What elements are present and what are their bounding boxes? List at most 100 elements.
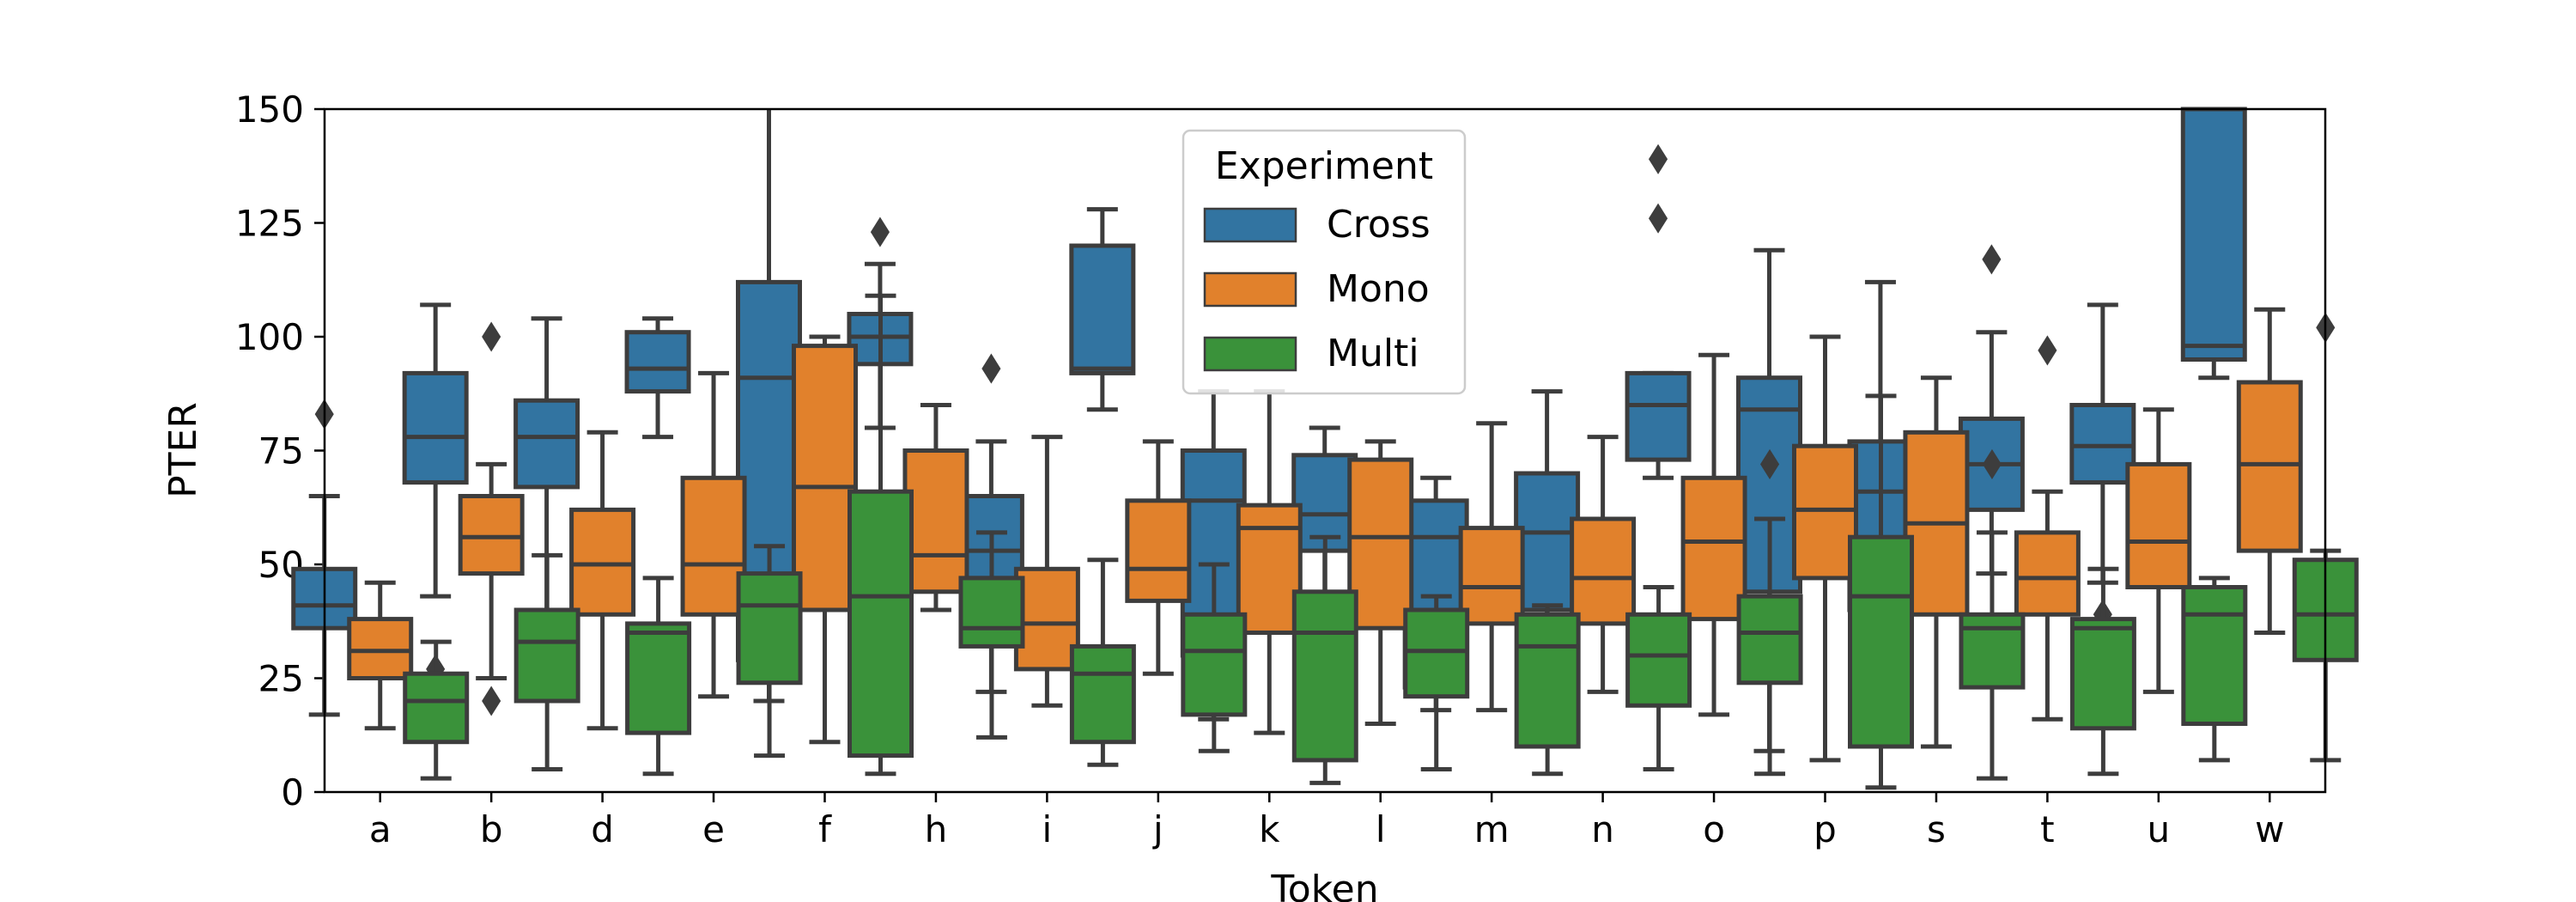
- box-groups: [291, 107, 2359, 790]
- box-body: [1848, 534, 1914, 749]
- box-body: [2014, 530, 2081, 617]
- box-body: [2069, 617, 2136, 731]
- box-multi-b: [513, 552, 580, 771]
- box-multi-e: [736, 544, 803, 759]
- outlier-point: [981, 353, 1001, 384]
- x-tick-label: b: [480, 808, 503, 850]
- box-multi-i: [1069, 558, 1136, 767]
- box-body: [1347, 457, 1414, 631]
- box-cross-d: [513, 316, 580, 622]
- plot-frame: [323, 107, 2327, 794]
- box-body: [1291, 589, 1358, 763]
- box-multi-k: [1291, 534, 1358, 785]
- box-mono-t: [2014, 335, 2081, 722]
- y-tick-label: 25: [258, 658, 304, 700]
- x-tick-label: k: [1259, 808, 1280, 850]
- box-mono-w: [2236, 307, 2303, 635]
- outlier-point: [870, 216, 890, 247]
- x-tick-label: d: [591, 808, 614, 850]
- y-tick-label: 75: [258, 430, 304, 472]
- y-tick-label: 150: [235, 88, 304, 131]
- box-body: [2069, 403, 2136, 485]
- box-mono-d: [569, 430, 636, 731]
- box-multi-j: [1181, 562, 1248, 753]
- box-body: [792, 344, 858, 613]
- box-body: [2180, 107, 2247, 362]
- box-mono-h: [902, 403, 969, 613]
- x-tick-label: m: [1474, 808, 1510, 850]
- legend-swatch-cross: [1203, 207, 1297, 243]
- outlier-point: [482, 321, 501, 352]
- box-mono-l: [1347, 439, 1414, 726]
- legend-label-mono: Mono: [1327, 267, 1430, 311]
- box-body: [2236, 380, 2303, 553]
- legend-label-multi: Multi: [1327, 332, 1419, 375]
- box-multi-o: [1736, 448, 1803, 777]
- box-multi-s: [1959, 448, 2026, 781]
- box-mono-e: [680, 370, 747, 699]
- box-body: [1736, 594, 1803, 686]
- box-body: [1125, 498, 1192, 603]
- y-axis-label: PTER: [161, 402, 205, 498]
- box-multi-f: [848, 293, 914, 777]
- box-body: [680, 475, 747, 617]
- x-axis-label: Token: [1270, 868, 1378, 902]
- box-body: [1069, 243, 1136, 375]
- box-body: [513, 607, 580, 704]
- outlier-point: [2038, 335, 2057, 366]
- box-multi-p: [1848, 393, 1914, 790]
- box-cross-j: [1069, 207, 1136, 412]
- legend: Experiment Cross Mono Multi: [1182, 129, 1467, 395]
- outlier-point: [1760, 448, 1780, 479]
- outlier-point: [482, 686, 501, 716]
- x-tick-label: t: [2040, 808, 2054, 850]
- box-body: [1625, 612, 1692, 708]
- box-body: [569, 507, 636, 617]
- box-multi-l: [1403, 594, 1470, 771]
- x-tick-label: l: [1376, 808, 1386, 850]
- legend-swatch-mono: [1203, 271, 1297, 308]
- box-body: [1403, 607, 1470, 699]
- box-body: [513, 398, 580, 490]
- box-body: [958, 576, 1025, 649]
- box-mono-i: [1013, 435, 1080, 708]
- box-body: [624, 330, 691, 394]
- outlier-point: [1649, 203, 1668, 234]
- box-body: [1013, 566, 1080, 672]
- box-mono-s: [1903, 375, 1970, 749]
- box-mono-m: [1458, 421, 1525, 713]
- box-body: [625, 621, 692, 735]
- outlier-point: [1649, 143, 1668, 174]
- box-multi-u: [2181, 576, 2248, 763]
- box-body: [848, 489, 914, 759]
- box-body: [1458, 526, 1525, 626]
- x-tick-label: s: [1927, 808, 1946, 850]
- box-mono-u: [2125, 407, 2192, 694]
- outlier-point: [1982, 448, 2002, 479]
- box-mono-n: [1570, 435, 1637, 694]
- box-body: [736, 571, 803, 686]
- legend-label-cross: Cross: [1327, 203, 1431, 247]
- x-tick-label: f: [818, 808, 832, 850]
- box-body: [402, 370, 469, 485]
- box-body: [347, 617, 414, 680]
- box-mono-p: [1792, 334, 1858, 763]
- box-body: [1792, 443, 1858, 581]
- box-body: [1570, 516, 1637, 626]
- y-tick-label: 100: [235, 316, 304, 358]
- box-cross-n: [1514, 389, 1581, 635]
- x-tick-label: n: [1591, 808, 1614, 850]
- box-cross-w: [2180, 107, 2247, 381]
- box-multi-t: [2069, 566, 2136, 777]
- box-body: [902, 448, 969, 594]
- x-tick-label: u: [2148, 808, 2171, 850]
- box-mono-k: [1236, 389, 1303, 735]
- box-body: [403, 671, 470, 745]
- legend-frame: [1182, 129, 1467, 395]
- box-multi-h: [958, 530, 1025, 740]
- legend-title: Experiment: [1215, 144, 1433, 188]
- box-multi-a: [403, 639, 470, 781]
- box-body: [2181, 585, 2248, 726]
